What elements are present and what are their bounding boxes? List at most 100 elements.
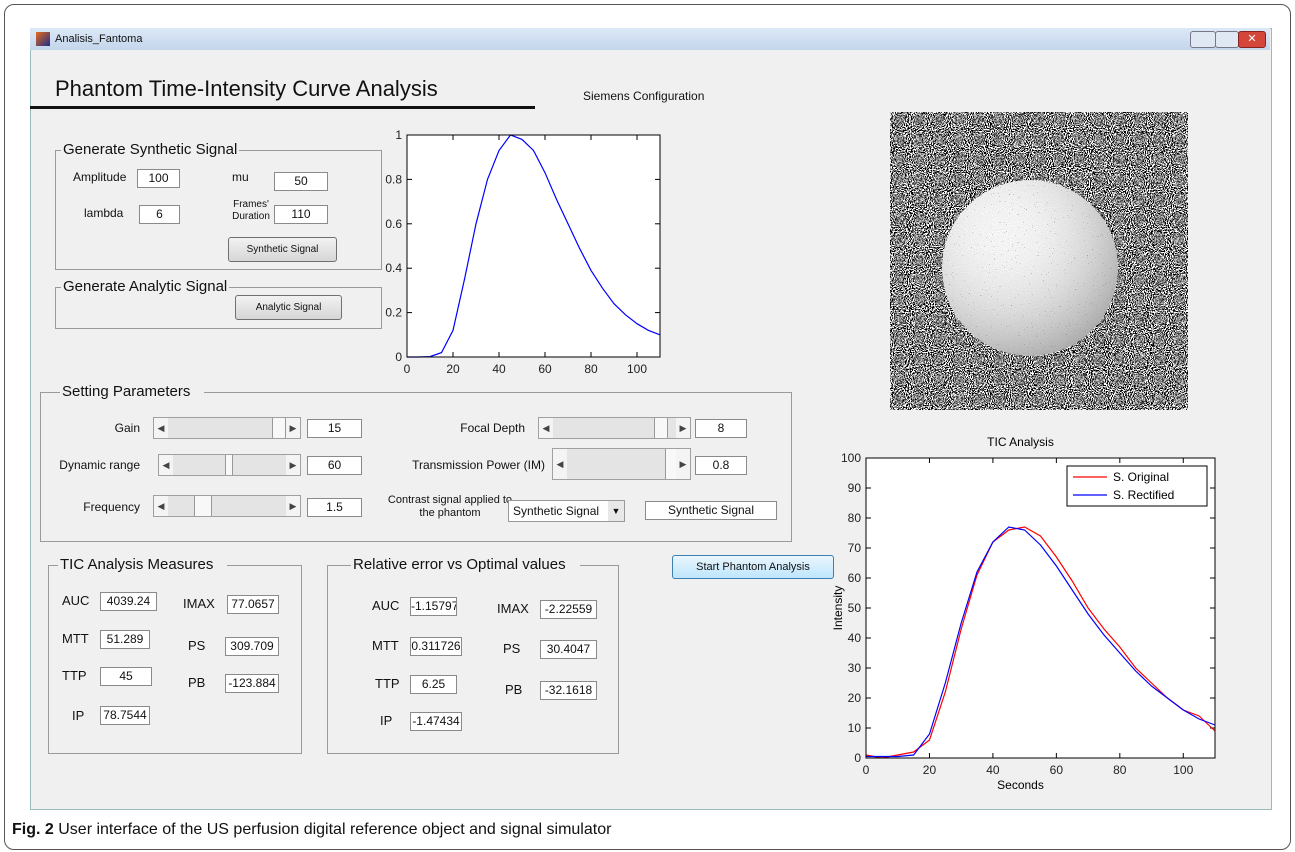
- text-field[interactable]: 51.289: [100, 630, 150, 649]
- text-field[interactable]: 0.8: [695, 456, 747, 475]
- text-field[interactable]: -123.884: [225, 674, 279, 693]
- panel-title: Generate Synthetic Signal: [61, 141, 239, 158]
- panel-title: Relative error vs Optimal values: [351, 556, 580, 573]
- text-field[interactable]: 45: [100, 667, 152, 686]
- x-tick-label: 20: [923, 763, 937, 777]
- dropdown-value: Synthetic Signal: [509, 504, 599, 518]
- y-tick-label: 0.8: [385, 172, 402, 186]
- legend-label: S. Original: [1113, 470, 1169, 484]
- panel-title: Setting Parameters: [60, 383, 204, 400]
- caption-label: Fig. 2: [12, 821, 54, 838]
- text-field[interactable]: 1.5: [307, 498, 362, 517]
- panel: [327, 565, 619, 754]
- slider[interactable]: ◀▶: [153, 417, 301, 439]
- synthetic-button[interactable]: Synthetic Signal: [228, 237, 337, 262]
- phantom-shading: [942, 180, 1118, 356]
- y-tick-label: 90: [848, 481, 862, 495]
- y-tick-label: 50: [848, 601, 862, 615]
- slider[interactable]: ◀▶: [158, 454, 301, 476]
- text-field[interactable]: 6: [139, 205, 180, 224]
- y-tick-label: 30: [848, 661, 862, 675]
- page: Analisis_Fantoma ✕ 02040608010000.20.40.…: [0, 0, 1295, 852]
- legend-label: S. Rectified: [1113, 488, 1174, 502]
- header-title: Phantom Time-Intensity Curve Analysis: [55, 76, 438, 102]
- y-axis-label: Intensity: [831, 586, 845, 631]
- field-label: MTT: [62, 631, 89, 646]
- text-field[interactable]: 78.7544: [100, 706, 150, 725]
- slider[interactable]: ◀▶: [538, 417, 691, 439]
- text-field[interactable]: 60: [307, 456, 362, 475]
- start-button[interactable]: Start Phantom Analysis: [672, 555, 834, 579]
- field-label: IMAX: [497, 601, 529, 616]
- panel-title: TIC Analysis Measures: [58, 556, 227, 573]
- x-tick-label: 20: [446, 362, 460, 376]
- field-label: AUC: [372, 598, 399, 613]
- x-tick-label: 80: [1113, 763, 1127, 777]
- text-field[interactable]: 309.709: [225, 637, 279, 656]
- caption: Fig. 2 User interface of the US perfusio…: [12, 821, 611, 839]
- field-label: PB: [505, 682, 522, 697]
- contrast-label: Contrast signal applied to the phantom: [380, 494, 520, 520]
- field-label: IP: [72, 708, 84, 723]
- config-label: Siemens Configuration: [583, 89, 704, 103]
- field-label: PS: [188, 638, 205, 653]
- slider-label: Transmission Power (IM): [360, 458, 545, 472]
- caption-text: User interface of the US perfusion digit…: [58, 821, 611, 838]
- text-field[interactable]: 6.25: [410, 675, 457, 694]
- slider-label: Gain: [20, 421, 140, 435]
- field-label: TTP: [375, 676, 400, 691]
- y-tick-label: 100: [841, 451, 861, 465]
- field-label: Frames' Duration: [226, 199, 276, 223]
- plot-area: [407, 135, 660, 357]
- y-tick-label: 0.4: [385, 261, 402, 275]
- chart-title: TIC Analysis: [987, 435, 1054, 449]
- y-tick-label: 40: [848, 631, 862, 645]
- x-tick-label: 60: [538, 362, 552, 376]
- text-field[interactable]: -1.47434: [410, 712, 462, 731]
- dropdown[interactable]: Synthetic Signal▼: [508, 500, 625, 522]
- text-field[interactable]: -32.1618: [540, 681, 597, 700]
- text-field[interactable]: 30.4047: [540, 640, 597, 659]
- x-tick-label: 80: [584, 362, 598, 376]
- text-field[interactable]: 15: [307, 419, 362, 438]
- text-field[interactable]: 0.311726: [410, 637, 462, 656]
- x-tick-label: 0: [863, 763, 870, 777]
- y-tick-label: 10: [848, 721, 862, 735]
- field-label: TTP: [62, 668, 87, 683]
- field-label: AUC: [62, 593, 89, 608]
- field-label: mu: [232, 170, 249, 184]
- slider-label: Focal Depth: [360, 421, 525, 435]
- field-label: IMAX: [183, 596, 215, 611]
- x-axis-label: Seconds: [997, 778, 1044, 792]
- text-field[interactable]: -2.22559: [540, 600, 597, 619]
- slider[interactable]: ◀▶: [153, 495, 301, 517]
- y-tick-label: 70: [848, 541, 862, 555]
- x-tick-label: 100: [627, 362, 647, 376]
- field-label: Amplitude: [73, 170, 126, 184]
- field-label: lambda: [84, 206, 123, 220]
- analytic-button[interactable]: Analytic Signal: [235, 295, 342, 320]
- field-label: PS: [503, 641, 520, 656]
- slider[interactable]: ◀▶: [552, 448, 691, 480]
- y-tick-label: 0.2: [385, 306, 402, 320]
- text-field[interactable]: 4039.24: [100, 592, 157, 611]
- x-tick-label: 40: [986, 763, 1000, 777]
- slider-label: Frequency: [20, 500, 140, 514]
- y-tick-label: 60: [848, 571, 862, 585]
- text-field[interactable]: Synthetic Signal: [645, 501, 777, 520]
- header-underline: [30, 106, 535, 109]
- field-label: MTT: [372, 638, 399, 653]
- y-tick-label: 1: [395, 128, 402, 142]
- x-tick-label: 100: [1173, 763, 1193, 777]
- text-field[interactable]: 8: [695, 419, 747, 438]
- x-tick-label: 40: [492, 362, 506, 376]
- text-field[interactable]: 50: [274, 172, 328, 191]
- field-label: IP: [380, 713, 392, 728]
- text-field[interactable]: -1.15797: [410, 597, 457, 616]
- text-field[interactable]: 77.0657: [227, 595, 279, 614]
- y-tick-label: 0.6: [385, 217, 402, 231]
- slider-label: Dynamic range: [20, 458, 140, 472]
- y-tick-label: 80: [848, 511, 862, 525]
- text-field[interactable]: 100: [137, 169, 180, 188]
- text-field[interactable]: 110: [274, 205, 328, 224]
